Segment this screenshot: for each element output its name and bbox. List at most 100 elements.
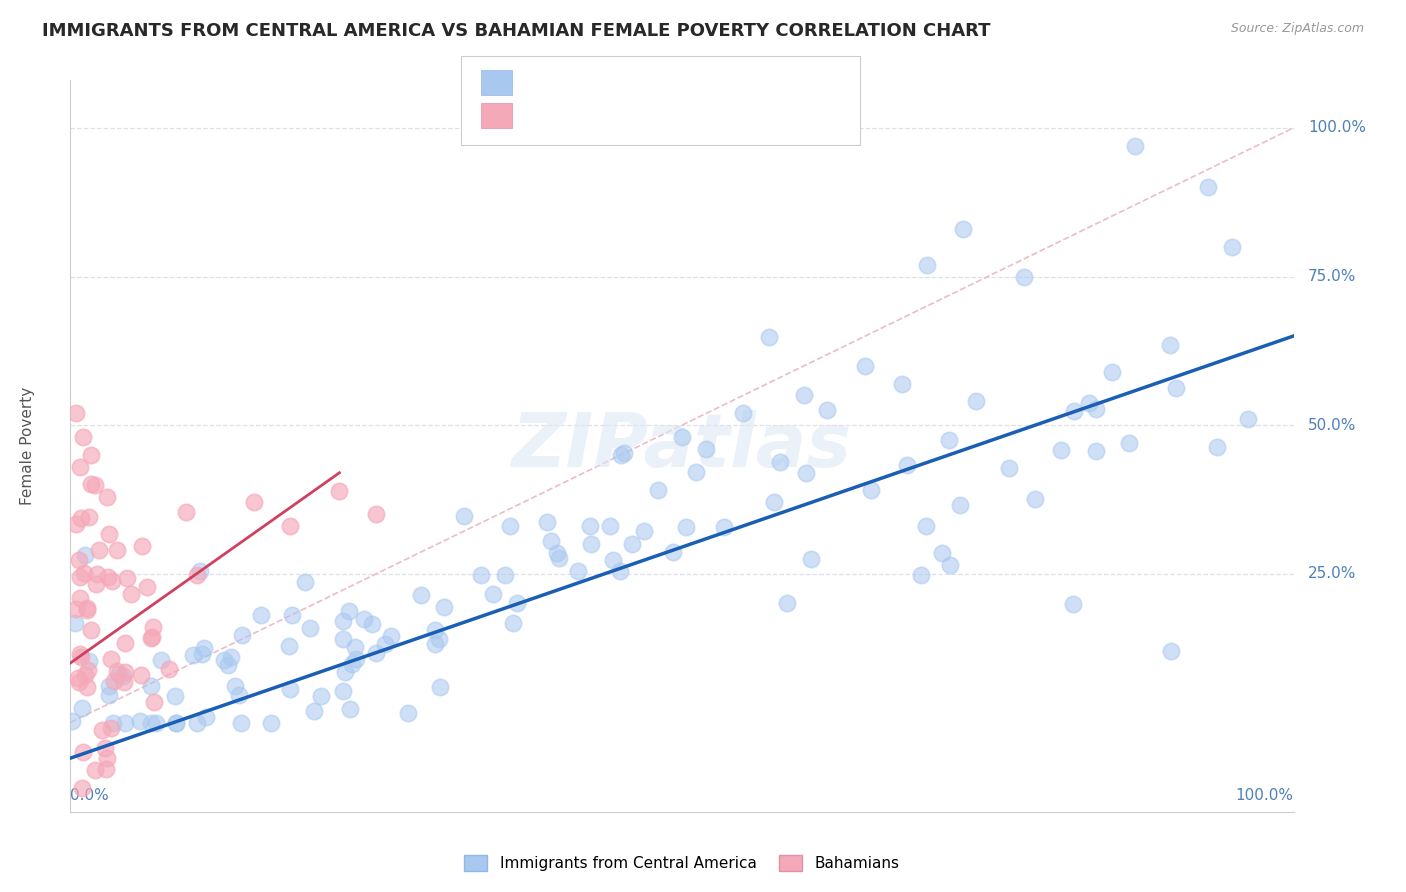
Point xyxy=(579,519,602,533)
Point xyxy=(94,762,117,776)
Point xyxy=(1197,180,1219,194)
Point xyxy=(373,637,395,651)
Point xyxy=(610,448,633,462)
Point xyxy=(231,628,253,642)
Point xyxy=(567,564,589,578)
Point xyxy=(1118,435,1140,450)
Point xyxy=(174,506,197,520)
Point xyxy=(1063,404,1085,418)
Point xyxy=(100,721,122,735)
Point xyxy=(115,571,138,585)
Point xyxy=(72,430,94,444)
Text: Source: ZipAtlas.com: Source: ZipAtlas.com xyxy=(1230,22,1364,36)
Point xyxy=(1062,597,1084,611)
Point xyxy=(69,650,91,665)
Point xyxy=(281,607,304,622)
Point xyxy=(228,688,250,702)
Point xyxy=(965,394,987,409)
Point xyxy=(409,588,432,602)
Point xyxy=(250,607,273,622)
Point xyxy=(224,679,246,693)
Point xyxy=(776,596,799,610)
Point xyxy=(332,632,354,647)
Point xyxy=(328,483,350,498)
Text: 75.0%: 75.0% xyxy=(1308,269,1357,284)
Point xyxy=(429,680,451,694)
Point xyxy=(217,657,239,672)
Point xyxy=(75,668,97,682)
Point xyxy=(80,623,103,637)
Point xyxy=(506,596,529,610)
Text: Female Poverty: Female Poverty xyxy=(20,387,35,505)
Point xyxy=(83,763,105,777)
Point xyxy=(546,547,568,561)
Point xyxy=(77,654,100,668)
Point xyxy=(193,641,215,656)
Text: 100.0%: 100.0% xyxy=(1308,120,1367,136)
Point xyxy=(346,652,368,666)
Point xyxy=(733,406,755,420)
Point xyxy=(453,509,475,524)
Point xyxy=(114,715,136,730)
Point xyxy=(98,526,121,541)
Point xyxy=(952,222,974,236)
Point xyxy=(105,542,128,557)
Point xyxy=(1237,411,1260,425)
Point xyxy=(70,701,93,715)
Point xyxy=(65,601,87,615)
Point xyxy=(548,551,571,566)
Point xyxy=(332,614,354,628)
Point xyxy=(112,674,135,689)
Point xyxy=(114,665,136,679)
Point xyxy=(599,518,621,533)
Point xyxy=(163,690,186,704)
Point xyxy=(671,430,693,444)
Point xyxy=(67,671,90,685)
Point xyxy=(72,780,94,795)
Point xyxy=(190,648,212,662)
Point xyxy=(103,674,125,689)
Legend: Immigrants from Central America, Bahamians: Immigrants from Central America, Bahamia… xyxy=(458,849,905,877)
Point xyxy=(96,490,118,504)
Point xyxy=(97,679,120,693)
Point xyxy=(1078,395,1101,409)
Point xyxy=(186,567,208,582)
Point xyxy=(97,570,120,584)
Text: 50.0%: 50.0% xyxy=(1308,417,1357,433)
Point xyxy=(145,715,167,730)
Point xyxy=(579,537,602,551)
Point xyxy=(141,715,163,730)
Point xyxy=(98,688,121,702)
Point xyxy=(194,710,217,724)
Text: 0.0%: 0.0% xyxy=(70,788,110,803)
Point xyxy=(470,568,492,582)
Point xyxy=(67,675,90,690)
Point xyxy=(339,701,361,715)
Point xyxy=(621,537,644,551)
Point xyxy=(499,518,522,533)
Point xyxy=(219,649,242,664)
Point xyxy=(769,455,792,469)
Point xyxy=(914,518,936,533)
Point xyxy=(91,723,114,738)
Text: IMMIGRANTS FROM CENTRAL AMERICA VS BAHAMIAN FEMALE POVERTY CORRELATION CHART: IMMIGRANTS FROM CENTRAL AMERICA VS BAHAM… xyxy=(42,22,991,40)
Point xyxy=(302,704,325,718)
Point xyxy=(69,647,91,661)
Point xyxy=(502,615,524,630)
Point xyxy=(793,388,815,402)
Point xyxy=(93,740,115,755)
Point xyxy=(141,631,163,645)
Point xyxy=(398,706,420,720)
Point xyxy=(128,714,150,728)
Text: 25.0%: 25.0% xyxy=(1308,566,1357,582)
Point xyxy=(278,681,301,696)
Point xyxy=(353,612,375,626)
Point xyxy=(685,466,707,480)
Text: R = 0.312   N = 62: R = 0.312 N = 62 xyxy=(522,107,692,125)
Point xyxy=(181,648,204,662)
Point xyxy=(915,258,938,272)
Point xyxy=(482,587,505,601)
Point xyxy=(494,568,516,582)
Point xyxy=(794,467,817,481)
Point xyxy=(76,663,98,677)
